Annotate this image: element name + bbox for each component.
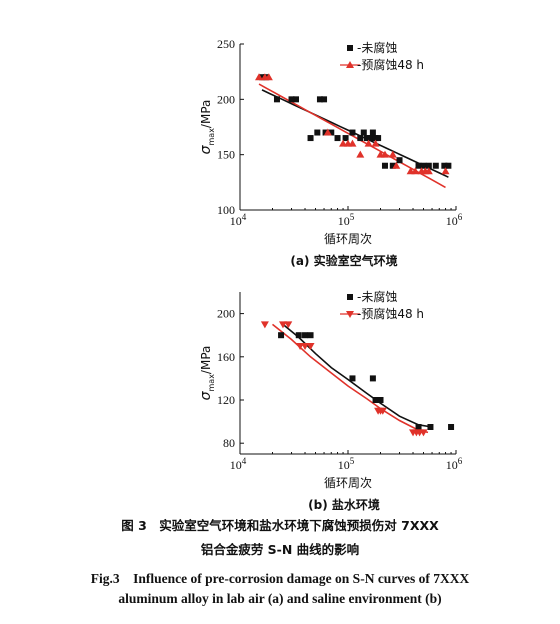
data-point-uncorroded bbox=[367, 135, 374, 142]
y-tick-label: 250 bbox=[217, 37, 235, 51]
data-point-precorroded bbox=[306, 343, 315, 350]
data-point-uncorroded bbox=[415, 424, 422, 430]
data-point-uncorroded bbox=[334, 135, 341, 142]
data-point-uncorroded bbox=[441, 162, 448, 169]
data-point-uncorroded bbox=[342, 135, 349, 142]
data-point-uncorroded bbox=[360, 129, 367, 136]
data-point-uncorroded bbox=[307, 332, 314, 339]
caption-cn-line1: 图 3 实验室空气环境和盐水环境下腐蚀预损伤对 7XXX bbox=[121, 518, 439, 533]
legend-marker bbox=[347, 45, 353, 51]
data-point-uncorroded bbox=[415, 162, 422, 169]
data-point-uncorroded bbox=[420, 162, 427, 169]
y-tick-label: 160 bbox=[217, 350, 235, 364]
data-point-precorroded bbox=[348, 139, 357, 147]
legend-label: -未腐蚀 bbox=[357, 40, 397, 55]
caption-cn-line2: 铝合金疲劳 S-N 曲线的影响 bbox=[200, 542, 360, 557]
panel-label: (b) 盐水环境 bbox=[308, 497, 380, 512]
data-point-uncorroded bbox=[321, 96, 328, 103]
data-point-uncorroded bbox=[425, 162, 432, 169]
data-point-uncorroded bbox=[259, 74, 266, 81]
x-tick-label: 105 bbox=[338, 212, 355, 228]
x-axis-label: 循环周次 bbox=[324, 476, 372, 490]
data-point-uncorroded bbox=[357, 135, 364, 142]
x-tick-label: 105 bbox=[338, 456, 355, 472]
data-point-precorroded bbox=[278, 321, 287, 329]
data-point-uncorroded bbox=[427, 424, 434, 430]
data-point-uncorroded bbox=[364, 135, 371, 142]
legend-label: -预腐蚀48 h bbox=[357, 57, 424, 72]
data-point-uncorroded bbox=[377, 397, 384, 403]
data-point-uncorroded bbox=[273, 96, 280, 103]
legend-label: -预腐蚀48 h bbox=[357, 306, 424, 321]
data-point-uncorroded bbox=[302, 332, 309, 339]
data-point-precorroded bbox=[301, 343, 310, 350]
data-point-uncorroded bbox=[295, 332, 302, 339]
chart-panel-b: 80 120 160 200 104 105 106 循环周次 σmax/MPa -未腐蚀 -预腐蚀… bbox=[198, 289, 463, 512]
data-point-precorroded bbox=[419, 429, 428, 437]
data-point-precorroded bbox=[378, 407, 387, 415]
y-tick-label: 80 bbox=[223, 436, 235, 450]
data-point-uncorroded bbox=[445, 162, 452, 169]
fit-curve-uncorroded bbox=[282, 323, 433, 428]
panel-label: (a) 实验室空气环境 bbox=[290, 253, 397, 268]
data-point-precorroded bbox=[424, 167, 433, 175]
data-point-uncorroded bbox=[328, 129, 335, 136]
legend-label: -未腐蚀 bbox=[357, 289, 397, 304]
data-point-uncorroded bbox=[369, 129, 376, 136]
data-point-uncorroded bbox=[369, 375, 376, 382]
data-point-precorroded bbox=[388, 150, 397, 158]
data-point-precorroded bbox=[323, 128, 332, 136]
data-point-precorroded bbox=[411, 167, 420, 175]
y-tick-label: 200 bbox=[217, 307, 235, 321]
data-point-uncorroded bbox=[396, 157, 403, 164]
data-point-precorroded bbox=[264, 73, 273, 81]
caption-en-line1: Fig.3 Influence of pre-corrosion damage … bbox=[90, 571, 470, 586]
data-point-uncorroded bbox=[349, 129, 356, 136]
data-point-uncorroded bbox=[389, 162, 396, 169]
data-point-precorroded bbox=[371, 139, 380, 147]
data-point-precorroded bbox=[356, 150, 365, 158]
data-point-uncorroded bbox=[288, 96, 295, 103]
data-point-uncorroded bbox=[349, 375, 356, 382]
y-axis-label: σmax/MPa bbox=[198, 100, 216, 155]
x-axis-label: 循环周次 bbox=[324, 232, 372, 246]
data-point-uncorroded bbox=[278, 332, 285, 339]
y-tick-label: 120 bbox=[217, 393, 235, 407]
data-point-uncorroded bbox=[307, 135, 314, 142]
x-tick-label: 106 bbox=[446, 456, 463, 472]
y-tick-label: 200 bbox=[217, 92, 235, 106]
data-point-uncorroded bbox=[375, 135, 382, 142]
y-axis-label: σmax/MPa bbox=[198, 346, 216, 401]
chart-panel-a: 100 150 200 250 104 105 106 循环周次 σmax/MPa -未腐蚀 -预腐… bbox=[198, 37, 463, 268]
data-point-precorroded bbox=[380, 150, 389, 158]
data-point-uncorroded bbox=[292, 96, 299, 103]
data-point-uncorroded bbox=[448, 424, 455, 430]
data-point-uncorroded bbox=[381, 162, 388, 169]
x-tick-label: 104 bbox=[230, 212, 247, 228]
y-tick-label: 150 bbox=[217, 148, 235, 162]
data-point-uncorroded bbox=[314, 129, 321, 136]
data-point-uncorroded bbox=[316, 96, 323, 103]
y-tick-label: 100 bbox=[217, 203, 235, 217]
x-tick-label: 106 bbox=[446, 212, 463, 228]
legend-marker bbox=[347, 294, 353, 300]
caption-en-line2: aluminum alloy in lab air (a) and saline… bbox=[118, 591, 442, 606]
data-point-precorroded bbox=[260, 321, 269, 329]
data-point-precorroded bbox=[392, 161, 401, 169]
x-tick-label: 104 bbox=[230, 456, 247, 472]
data-point-precorroded bbox=[441, 167, 450, 175]
data-point-precorroded bbox=[255, 73, 264, 81]
data-point-precorroded bbox=[364, 139, 373, 147]
data-point-precorroded bbox=[284, 321, 293, 329]
data-point-uncorroded bbox=[432, 162, 439, 169]
